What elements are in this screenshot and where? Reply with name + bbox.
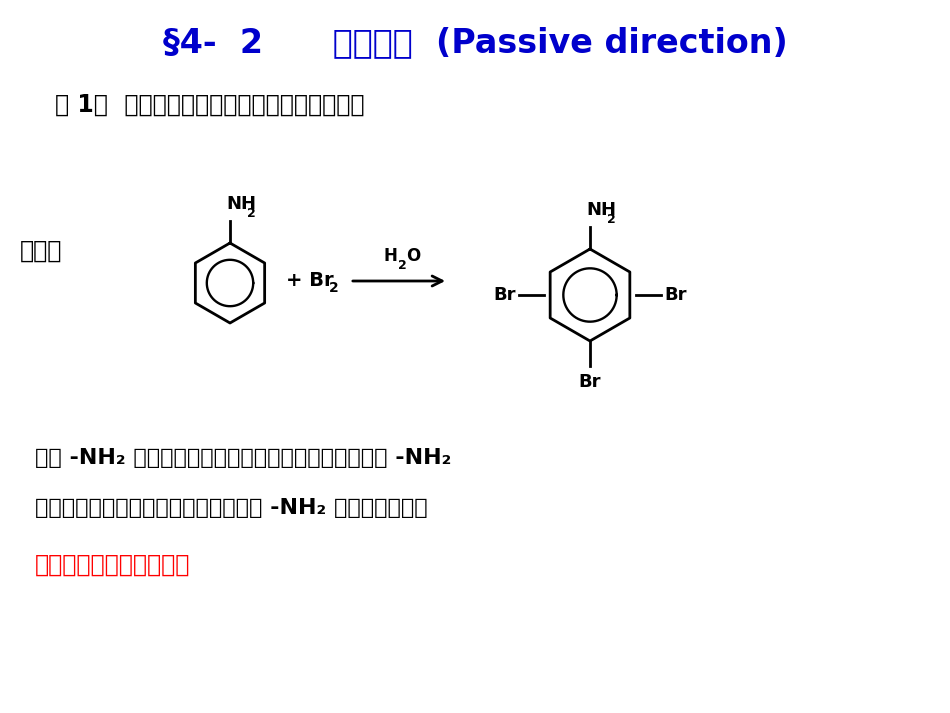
Text: 分析：: 分析：: [20, 239, 63, 263]
Text: 引入一个钝化基团（吸电子基），降低 -NH₂ 的供电子效应。: 引入一个钝化基团（吸电子基），降低 -NH₂ 的供电子效应。: [35, 498, 428, 518]
Text: + Br: + Br: [286, 272, 333, 290]
Text: 2: 2: [607, 213, 616, 226]
Text: O: O: [406, 247, 420, 265]
Text: Br: Br: [493, 286, 516, 304]
Text: 例 1：  设计对溴苯胺和邻溴苯胺的合成路线。: 例 1： 设计对溴苯胺和邻溴苯胺的合成路线。: [55, 93, 365, 117]
Text: 要使 -NH₂ 的邻位或对位只进入一个溴原子，就需要对 -NH₂: 要使 -NH₂ 的邻位或对位只进入一个溴原子，就需要对 -NH₂: [35, 448, 451, 468]
Text: NH: NH: [586, 201, 616, 219]
Text: 钝化方法：胺基乙酰化。: 钝化方法：胺基乙酰化。: [35, 553, 190, 577]
Text: 2: 2: [329, 281, 339, 295]
Text: Br: Br: [664, 286, 687, 304]
Text: NH: NH: [226, 195, 256, 213]
Text: H: H: [383, 247, 397, 265]
Text: 2: 2: [247, 207, 256, 220]
Text: 2: 2: [398, 259, 407, 272]
Text: §4-  2      钝化导向  (Passive direction): §4- 2 钝化导向 (Passive direction): [162, 26, 788, 59]
Text: Br: Br: [579, 373, 601, 391]
